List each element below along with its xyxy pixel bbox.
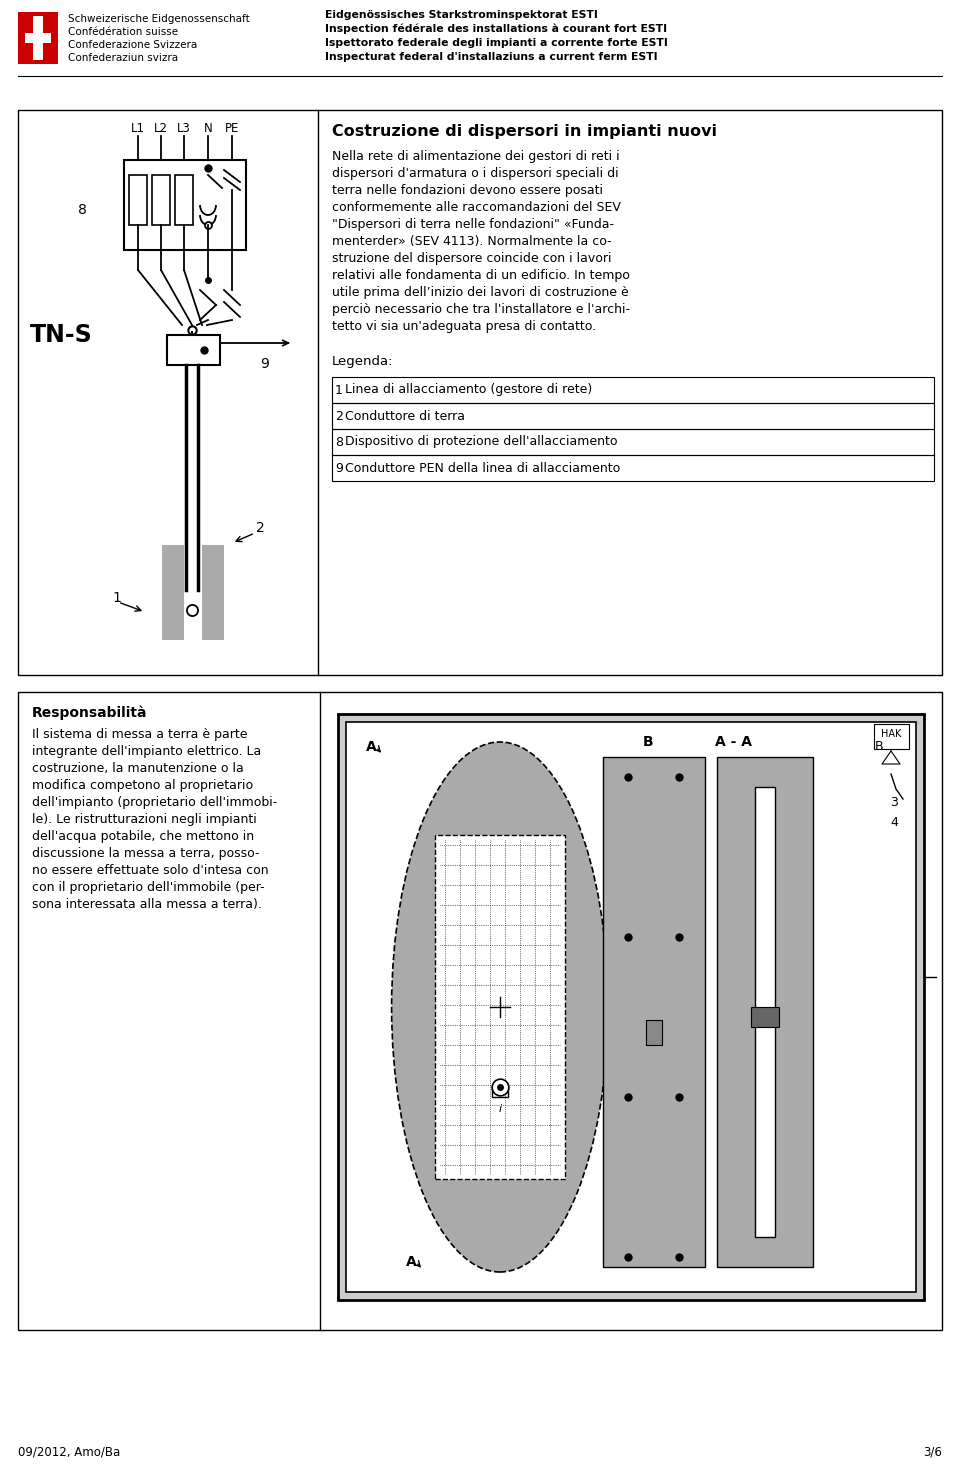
Bar	[25, 33, 51, 43]
Bar	[435, 835, 564, 1179]
Text: conformemente alle raccomandazioni del SEV: conformemente alle raccomandazioni del S…	[332, 201, 621, 214]
Text: N: N	[204, 123, 212, 134]
Text: A: A	[406, 1255, 417, 1270]
Text: Conduttore di terra: Conduttore di terra	[345, 409, 465, 423]
Text: 9: 9	[335, 461, 343, 474]
Bar	[338, 714, 924, 1301]
Text: 4: 4	[890, 816, 898, 829]
Text: Confédération suisse: Confédération suisse	[68, 27, 179, 37]
Text: con il proprietario dell'immobile (per-: con il proprietario dell'immobile (per-	[32, 881, 265, 894]
Text: terra nelle fondazioni devono essere posati: terra nelle fondazioni devono essere pos…	[332, 183, 603, 197]
Text: 3: 3	[890, 795, 898, 808]
Text: Confederaziun svizra: Confederaziun svizra	[68, 53, 179, 64]
Bar	[18, 692, 942, 1330]
Text: Nella rete di alimentazione dei gestori di reti i: Nella rete di alimentazione dei gestori …	[332, 149, 619, 163]
Text: TN-S: TN-S	[30, 324, 93, 347]
Text: B: B	[875, 740, 883, 754]
Bar	[332, 377, 934, 403]
Text: Inspection fédérale des installations à courant fort ESTI: Inspection fédérale des installations à …	[325, 24, 667, 34]
Bar	[18, 12, 58, 64]
Text: 1: 1	[335, 383, 343, 396]
Bar	[603, 757, 705, 1267]
Bar	[129, 174, 147, 225]
Text: costruzione, la manutenzione o la: costruzione, la manutenzione o la	[32, 763, 244, 774]
Text: modifica competono al proprietario: modifica competono al proprietario	[32, 779, 253, 792]
Bar	[152, 174, 170, 225]
Text: Costruzione di dispersori in impianti nuovi: Costruzione di dispersori in impianti nu…	[332, 124, 717, 139]
Text: struzione del dispersore coincide con i lavori: struzione del dispersore coincide con i …	[332, 253, 612, 265]
Text: 2: 2	[335, 409, 343, 423]
Ellipse shape	[392, 742, 609, 1273]
Text: Il sistema di messa a terra è parte: Il sistema di messa a terra è parte	[32, 729, 248, 740]
Bar	[755, 786, 775, 1237]
Bar	[716, 757, 813, 1267]
Bar	[124, 160, 246, 250]
Text: le). Le ristrutturazioni negli impianti: le). Le ristrutturazioni negli impianti	[32, 813, 256, 826]
Text: PE: PE	[225, 123, 239, 134]
Text: HAK: HAK	[881, 729, 901, 739]
Text: discussione la messa a terra, posso-: discussione la messa a terra, posso-	[32, 847, 259, 860]
Text: integrante dell'impianto elettrico. La: integrante dell'impianto elettrico. La	[32, 745, 261, 758]
Bar	[33, 16, 43, 61]
Text: Inspecturat federal d'installaziuns a current ferm ESTI: Inspecturat federal d'installaziuns a cu…	[325, 52, 658, 62]
Bar	[167, 336, 220, 365]
Text: utile prima dell’inizio dei lavori di costruzione è: utile prima dell’inizio dei lavori di co…	[332, 287, 629, 299]
Text: 9: 9	[260, 358, 269, 371]
Text: 2: 2	[256, 522, 265, 535]
Text: dell'acqua potabile, che mettono in: dell'acqua potabile, che mettono in	[32, 831, 254, 842]
Text: relativi alle fondamenta di un edificio. In tempo: relativi alle fondamenta di un edificio.…	[332, 269, 630, 282]
Bar	[346, 721, 916, 1292]
Bar	[332, 455, 934, 480]
Bar	[162, 545, 184, 640]
Bar	[751, 1007, 779, 1027]
Text: Ispettorato federale degli impianti a corrente forte ESTI: Ispettorato federale degli impianti a co…	[325, 38, 668, 47]
Text: L2: L2	[154, 123, 168, 134]
Text: "Dispersori di terra nelle fondazioni" «Funda-: "Dispersori di terra nelle fondazioni" «…	[332, 217, 614, 231]
Bar	[874, 724, 909, 749]
Text: L3: L3	[177, 123, 191, 134]
Bar	[175, 174, 193, 225]
Bar	[332, 429, 934, 455]
Bar	[646, 1020, 661, 1045]
Text: A: A	[366, 740, 376, 754]
Text: 1: 1	[112, 591, 121, 605]
Bar	[18, 109, 942, 675]
Text: Conduttore PEN della linea di allacciamento: Conduttore PEN della linea di allacciame…	[345, 461, 620, 474]
Text: Eidgenössisches Starkstrominspektorat ESTI: Eidgenössisches Starkstrominspektorat ES…	[325, 10, 598, 21]
Text: Linea di allacciamento (gestore di rete): Linea di allacciamento (gestore di rete)	[345, 383, 592, 396]
Text: L1: L1	[131, 123, 145, 134]
Text: Dispositivo di protezione dell'allacciamento: Dispositivo di protezione dell'allacciam…	[345, 436, 617, 448]
Text: dispersori d'armatura o i dispersori speciali di: dispersori d'armatura o i dispersori spe…	[332, 167, 618, 180]
Text: menterder» (SEV 4113). Normalmente la co-: menterder» (SEV 4113). Normalmente la co…	[332, 235, 612, 248]
Text: Confederazione Svizzera: Confederazione Svizzera	[68, 40, 197, 50]
Text: 8: 8	[335, 436, 343, 448]
Text: 3/6: 3/6	[924, 1445, 942, 1459]
Text: Legenda:: Legenda:	[332, 355, 394, 368]
Text: i: i	[498, 1104, 501, 1113]
Text: sona interessata alla messa a terra).: sona interessata alla messa a terra).	[32, 899, 262, 910]
Bar	[332, 403, 934, 429]
Bar	[492, 1086, 508, 1097]
Text: A - A: A - A	[715, 735, 752, 749]
Text: 09/2012, Amo/Ba: 09/2012, Amo/Ba	[18, 1445, 120, 1459]
Text: Schweizerische Eidgenossenschaft: Schweizerische Eidgenossenschaft	[68, 13, 250, 24]
Text: 8: 8	[78, 202, 86, 217]
Text: Responsabilità: Responsabilità	[32, 706, 148, 720]
Bar	[202, 545, 224, 640]
Text: tetto vi sia un'adeguata presa di contatto.: tetto vi sia un'adeguata presa di contat…	[332, 321, 596, 333]
Text: no essere effettuate solo d'intesa con: no essere effettuate solo d'intesa con	[32, 865, 269, 876]
Text: dell'impianto (proprietario dell'immobi-: dell'impianto (proprietario dell'immobi-	[32, 797, 277, 808]
Text: B: B	[643, 735, 654, 749]
Text: perciò necessario che tra l'installatore e l'archi-: perciò necessario che tra l'installatore…	[332, 303, 630, 316]
